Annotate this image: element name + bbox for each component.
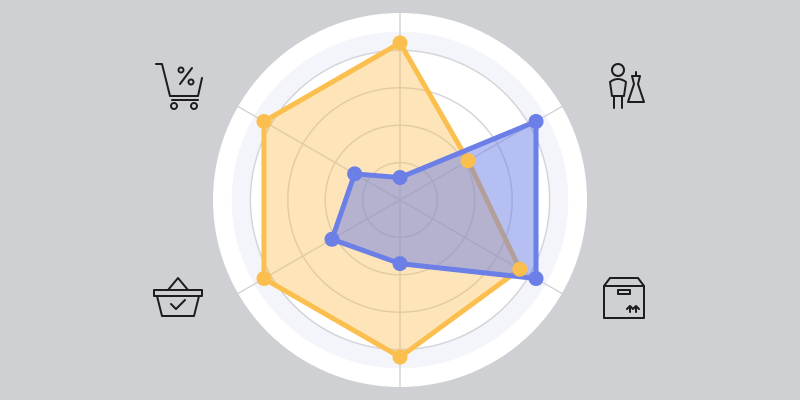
data-point xyxy=(347,166,363,182)
data-point xyxy=(392,35,408,51)
data-point xyxy=(528,271,544,287)
data-point xyxy=(392,170,408,186)
person-icon xyxy=(609,63,645,109)
data-point xyxy=(324,231,340,247)
data-point xyxy=(512,261,528,277)
data-point xyxy=(528,113,544,129)
data-point xyxy=(392,349,408,365)
box-icon xyxy=(603,277,645,319)
plot xyxy=(213,13,587,387)
data-point xyxy=(256,113,272,129)
data-point xyxy=(256,271,272,287)
data-point xyxy=(460,153,476,169)
basket-icon xyxy=(153,277,203,317)
data-point xyxy=(392,256,408,272)
cart-icon xyxy=(155,63,203,110)
